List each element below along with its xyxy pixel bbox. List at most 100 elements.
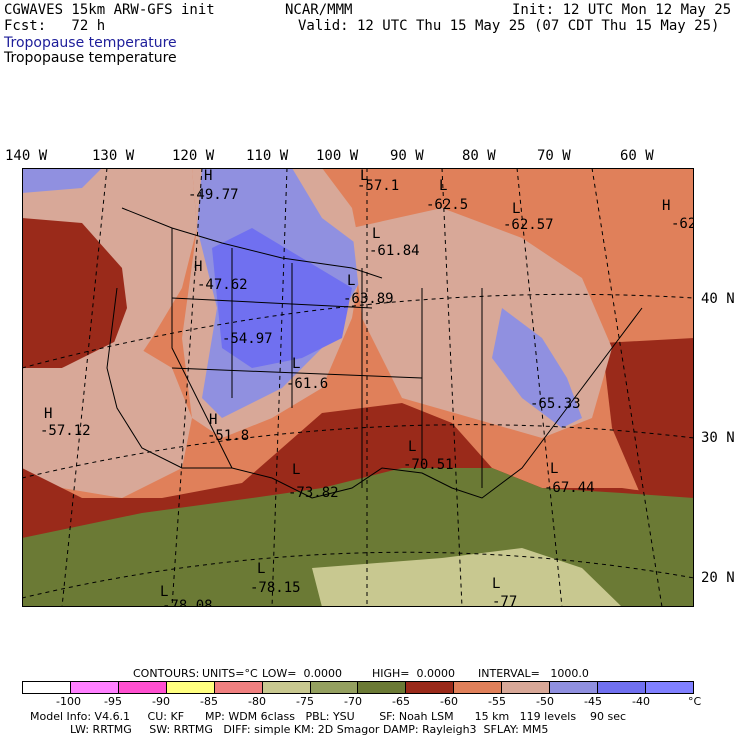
color-scale-label: -50 — [536, 695, 554, 708]
map-value: -62.5 — [426, 197, 468, 213]
lon-label: 60 W — [620, 148, 654, 164]
us-canada-border — [121, 207, 383, 279]
lon-label: 90 W — [390, 148, 424, 164]
map-value: -78.15 — [250, 580, 301, 596]
boundaries — [106, 207, 643, 499]
map-marker: L — [439, 178, 447, 194]
map-marker: H — [209, 412, 217, 428]
color-scale-label: -85 — [200, 695, 218, 708]
map-value: -57.1 — [357, 178, 399, 194]
map-value: -73.82 — [288, 485, 339, 501]
map-value: -70.51 — [403, 457, 454, 473]
map-marker: L — [257, 561, 265, 577]
lon-label: 70 W — [537, 148, 571, 164]
map-value: -51.8 — [207, 428, 249, 444]
pressure-labels: H -49.77 L -57.1 L -62.5 L -62.57 H -62 … — [40, 168, 694, 607]
contours-label: CONTOURS: — [133, 667, 200, 680]
map-value: -47.62 — [197, 277, 248, 293]
map-value: -62.57 — [503, 217, 554, 233]
state-border — [171, 228, 233, 469]
blue-region-central — [212, 228, 352, 368]
color-scale-segment — [70, 682, 119, 693]
grid-line-70w — [591, 168, 663, 607]
map-value: -54.97 — [222, 331, 273, 347]
color-scale-label: -70 — [344, 695, 362, 708]
color-scale-segment — [645, 682, 693, 693]
map-value: -57.12 — [40, 423, 91, 439]
model-info-line-1: Model Info: V4.6.1 CU: KF MP: WDM 6class… — [30, 710, 627, 723]
lon-label: 110 W — [246, 148, 289, 164]
color-scale-label: -65 — [392, 695, 410, 708]
color-scale-label: -90 — [152, 695, 170, 708]
color-scale-label: -75 — [296, 695, 314, 708]
state-border — [171, 367, 423, 379]
color-scale-segment — [262, 682, 311, 693]
color-scale-segment — [118, 682, 167, 693]
grid-line-40n — [22, 293, 694, 369]
valid-time: Valid: 12 UTC Thu 15 May 25 (07 CDT Thu … — [298, 18, 720, 34]
color-scale-segment — [23, 682, 71, 693]
color-scale-label: -40 — [632, 695, 650, 708]
map-value: -49.77 — [188, 187, 239, 203]
lat-label: 20 N — [701, 570, 735, 586]
map-value: -62 — [671, 216, 694, 232]
map-marker: L — [292, 356, 300, 372]
grid-line-30n — [22, 424, 694, 479]
map-marker: L — [512, 201, 520, 217]
grid-line-20n — [22, 551, 694, 599]
red-region-east — [602, 338, 694, 498]
lon-label: 100 W — [316, 148, 359, 164]
map-value: -67.44 — [544, 480, 595, 496]
forecast-hour: Fcst: 72 h — [4, 18, 106, 34]
map-value: -77 — [492, 594, 517, 607]
organization: NCAR/MMM — [285, 2, 353, 18]
color-scale-label: -80 — [248, 695, 266, 708]
color-scale-unit: °C — [688, 695, 702, 708]
grid-line-110w — [271, 168, 288, 607]
color-scale-segment — [550, 682, 599, 693]
map-marker: H — [204, 168, 212, 184]
map-marker: L — [550, 461, 558, 477]
init-time: Init: 12 UTC Mon 12 May 25 — [512, 2, 732, 18]
color-scale-segment — [166, 682, 215, 693]
color-scale-segment — [598, 682, 646, 693]
olive-light-region — [312, 548, 622, 607]
color-scale-segment — [214, 682, 263, 693]
map-marker: H — [662, 198, 670, 214]
color-scale-segment — [310, 682, 359, 693]
shaded-field — [22, 168, 694, 607]
grid-line-80w — [516, 168, 563, 607]
pink-region-southwest — [22, 338, 192, 498]
lat-label: 40 N — [701, 291, 735, 307]
map-marker: H — [194, 259, 202, 275]
lon-label: 80 W — [462, 148, 496, 164]
map-frame — [22, 168, 694, 607]
color-scale-label: -60 — [440, 695, 458, 708]
map-value: -78.08 — [162, 598, 213, 607]
color-scale-segment — [406, 682, 455, 693]
grid-line-90w — [441, 168, 463, 607]
high-label: HIGH= 0.0000 — [372, 667, 456, 680]
lon-label: 140 W — [5, 148, 48, 164]
map-value: -61.84 — [369, 243, 420, 259]
lat-label: 30 N — [701, 430, 735, 446]
us-coastline — [106, 287, 643, 499]
low-label: LOW= 0.0000 — [262, 667, 342, 680]
color-scale-label: -55 — [488, 695, 506, 708]
map-value: -63.89 — [343, 291, 394, 307]
model-info-line-2: LW: RRTMG SW: RRTMG DIFF: simple KM: 2D … — [70, 723, 549, 736]
field-title-secondary: Tropopause temperature — [4, 50, 177, 66]
color-scale-label: -100 — [56, 695, 81, 708]
map-marker: L — [372, 226, 380, 242]
lon-label: 120 W — [172, 148, 215, 164]
color-scale-segment — [502, 682, 551, 693]
map-marker: L — [408, 439, 416, 455]
map-marker: H — [44, 406, 52, 422]
map-value: -61.6 — [286, 376, 328, 392]
tropopause-temperature-map: H -49.77 L -57.1 L -62.5 L -62.57 H -62 … — [22, 168, 694, 607]
units-label: UNITS=°C — [202, 667, 258, 680]
map-marker: L — [492, 576, 500, 592]
color-scale-bar — [22, 681, 694, 694]
map-marker: L — [292, 462, 300, 478]
lat-lon-grid — [22, 168, 694, 607]
